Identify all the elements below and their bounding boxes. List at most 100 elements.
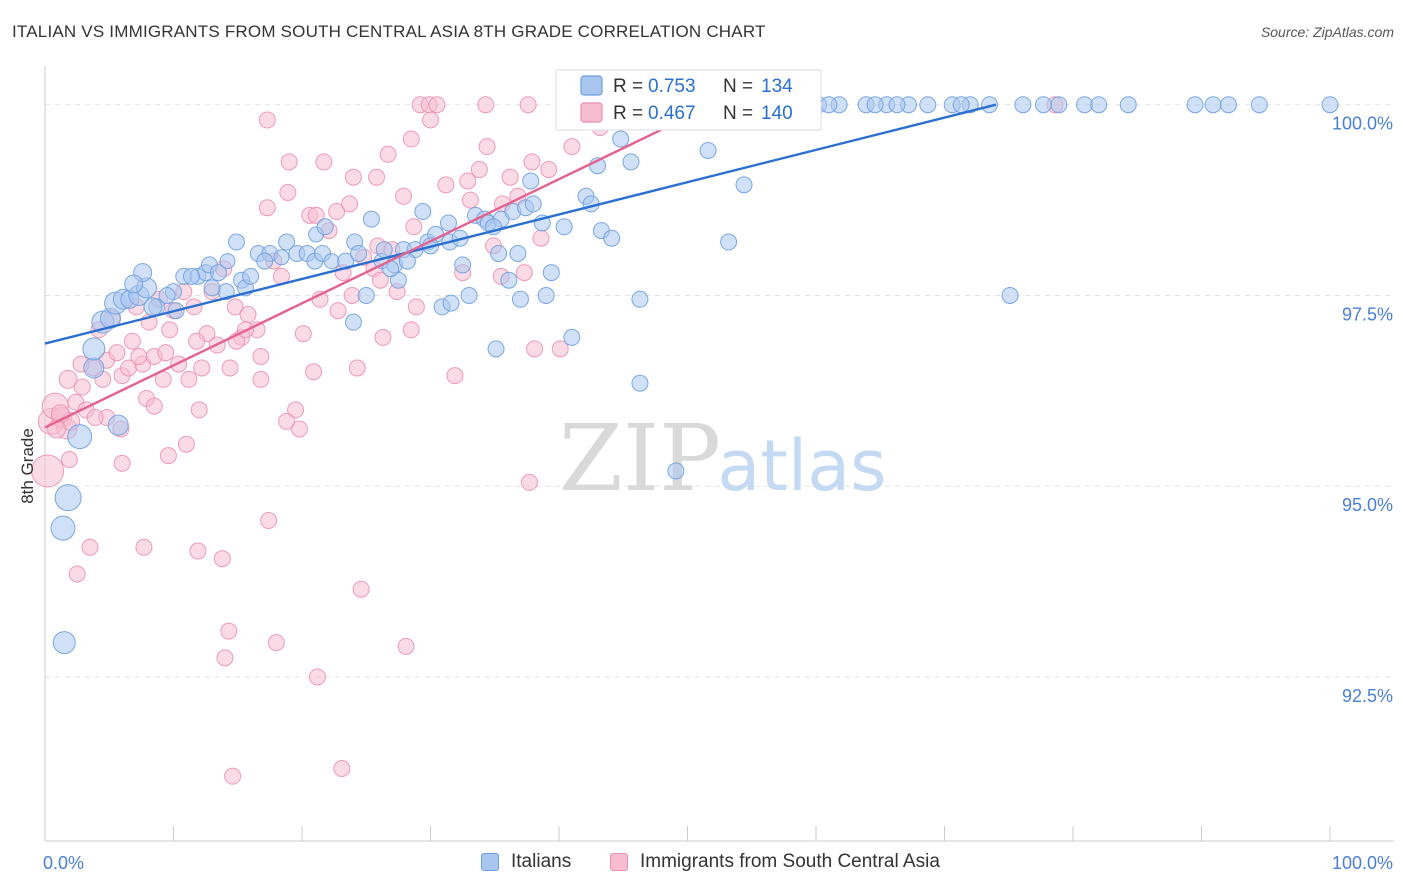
point-immigrants-141 — [422, 111, 439, 129]
x-tick-label-0: 0.0% — [43, 853, 84, 873]
point-immigrants-84 — [540, 161, 558, 179]
trend-lines — [44, 103, 997, 429]
point-italians-118 — [866, 96, 884, 114]
point-immigrants-127 — [305, 363, 323, 381]
point-italians-110 — [1119, 96, 1137, 114]
point-immigrants-42 — [239, 306, 257, 324]
point-italians-106 — [1014, 96, 1032, 114]
point-italians-43 — [350, 244, 368, 262]
point-italians-27 — [242, 267, 260, 285]
point-immigrants-92 — [220, 622, 238, 640]
point-italians-2 — [54, 484, 82, 512]
point-immigrants-86 — [563, 138, 581, 156]
point-immigrants-26 — [157, 344, 175, 362]
point-italians-64 — [490, 244, 508, 262]
legend-n-label-italians: N = — [723, 76, 753, 97]
point-italians-105 — [1001, 286, 1019, 304]
legend-label-immigrants: Immigrants from South Central Asia — [640, 851, 940, 872]
legend-swatch-italians — [580, 75, 603, 96]
point-immigrants-54 — [328, 203, 346, 221]
point-italians-58 — [442, 294, 460, 312]
axes — [44, 66, 1394, 842]
legend-n-label-immigrants: N = — [723, 103, 753, 124]
point-immigrants-138 — [307, 206, 325, 224]
point-immigrants-56 — [343, 286, 361, 304]
point-italians-5 — [83, 357, 105, 379]
legend-r-label-immigrants: R = — [613, 103, 643, 124]
point-italians-80 — [622, 153, 640, 171]
point-italians-112 — [1204, 96, 1222, 114]
x-tick-label-1: 100.0% — [1332, 853, 1393, 873]
point-immigrants-74 — [470, 161, 488, 179]
point-immigrants-95 — [308, 668, 326, 686]
point-italians-114 — [1250, 96, 1268, 114]
point-italians-122 — [1034, 96, 1052, 114]
trend-line-immigrants — [44, 103, 714, 429]
point-italians-40 — [323, 253, 340, 270]
legend-item-italians[interactable]: Italians — [481, 851, 571, 873]
point-immigrants-0 — [31, 454, 65, 488]
grid-lines — [45, 104, 1390, 678]
point-italians-75 — [563, 328, 581, 346]
point-immigrants-27 — [161, 321, 179, 339]
point-immigrants-97 — [397, 637, 415, 655]
legend-item-immigrants[interactable]: Immigrants from South Central Asia — [610, 851, 940, 873]
point-italians-45 — [357, 286, 375, 304]
point-immigrants-125 — [371, 271, 389, 289]
point-italians-81 — [631, 290, 649, 308]
point-italians-107 — [1050, 96, 1068, 114]
point-immigrants-65 — [402, 321, 420, 339]
point-italians-119 — [888, 96, 906, 114]
point-immigrants-69 — [428, 96, 446, 114]
point-italians-60 — [454, 256, 472, 274]
point-italians-123 — [344, 313, 362, 331]
point-immigrants-34 — [193, 359, 211, 377]
chart-title: ITALIAN VS IMMIGRANTS FROM SOUTH CENTRAL… — [12, 22, 766, 41]
point-immigrants-94 — [267, 634, 285, 652]
point-immigrants-107 — [159, 447, 177, 465]
point-immigrants-99 — [333, 760, 351, 778]
y-tick-label-0: 100.0% — [1332, 114, 1393, 134]
point-immigrants-98 — [224, 767, 242, 785]
point-immigrants-110 — [278, 412, 296, 430]
point-immigrants-33 — [190, 401, 208, 419]
point-immigrants-96 — [352, 580, 370, 598]
point-italians-117 — [820, 96, 838, 114]
point-immigrants-103 — [260, 512, 278, 530]
legend-r-label-italians: R = — [613, 76, 643, 97]
point-italians-4 — [107, 414, 129, 436]
point-immigrants-118 — [368, 168, 386, 186]
point-immigrants-19 — [123, 332, 141, 350]
point-immigrants-44 — [252, 370, 270, 388]
watermark-zip: ZIP — [559, 405, 721, 512]
point-immigrants-70 — [437, 176, 455, 194]
point-italians-120 — [952, 96, 970, 114]
point-immigrants-78 — [501, 168, 519, 186]
point-italians-31 — [256, 252, 274, 270]
point-immigrants-66 — [407, 298, 425, 316]
point-italians-138 — [612, 130, 630, 148]
point-italians-82 — [631, 374, 649, 392]
point-italians-109 — [1090, 96, 1108, 114]
point-italians-127 — [124, 274, 144, 294]
point-immigrants-116 — [315, 153, 333, 171]
point-immigrants-101 — [189, 542, 207, 560]
point-italians-1 — [50, 515, 76, 541]
point-immigrants-131 — [130, 347, 148, 365]
point-immigrants-128 — [252, 347, 270, 365]
point-immigrants-143 — [477, 96, 495, 114]
source-credit: Source: ZipAtlas.com — [1260, 24, 1394, 40]
series-legend: Italians Immigrants from South Central A… — [0, 851, 1406, 879]
point-immigrants-113 — [145, 397, 163, 415]
point-italians-74 — [487, 340, 505, 358]
point-immigrants-102 — [213, 550, 231, 568]
point-immigrants-73 — [461, 191, 479, 209]
point-italians-126 — [143, 297, 163, 317]
point-immigrants-126 — [329, 302, 347, 320]
y-tick-label-1: 97.5% — [1342, 304, 1393, 324]
point-immigrants-50 — [294, 325, 312, 343]
point-immigrants-49 — [287, 401, 305, 419]
point-italians-136 — [555, 218, 573, 236]
point-italians-91 — [720, 233, 738, 251]
